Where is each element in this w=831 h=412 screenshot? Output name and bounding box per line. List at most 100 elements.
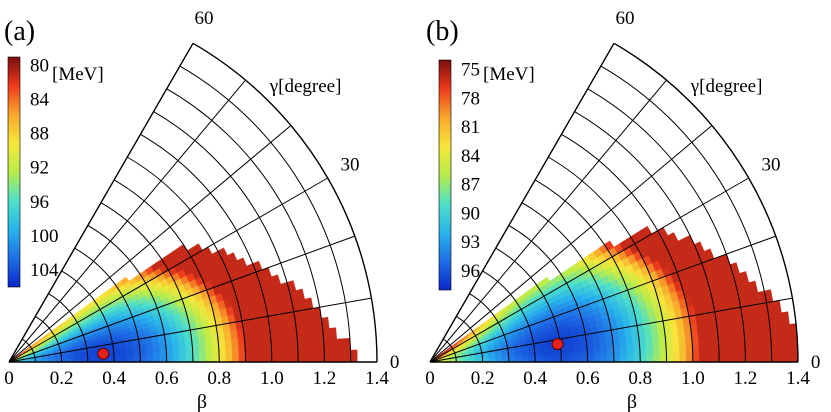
heatmap-cell: [574, 351, 582, 358]
heatmap-cell: [606, 348, 615, 357]
heatmap-cell: [225, 346, 233, 355]
heatmap-cell: [205, 354, 213, 363]
colorbar-tick-label: 92: [30, 158, 49, 179]
gamma-spoke: [429, 42, 615, 363]
heatmap-cell: [704, 332, 713, 343]
heatmap-cell: [731, 351, 740, 363]
heatmap-cell: [620, 354, 628, 363]
heatmap-cell: [218, 346, 226, 355]
gamma-spoke: [8, 79, 246, 363]
beta-tick-label: 0.4: [102, 368, 126, 389]
heatmap-cell: [237, 337, 246, 347]
heatmap-cell: [667, 232, 679, 245]
heatmap-cell: [678, 343, 687, 354]
heatmap-cell: [574, 356, 582, 363]
heatmap-cell: [204, 340, 213, 349]
heatmap-cell: [303, 340, 312, 352]
heatmap-cell: [567, 346, 575, 353]
heatmap-cell: [739, 271, 750, 285]
heatmap-cell: [738, 350, 746, 363]
heatmap-cell: [185, 342, 193, 350]
heatmap-cell: [625, 333, 633, 342]
heatmap-cell: [278, 352, 286, 363]
heatmap-cell: [330, 338, 338, 351]
gamma-spoke: [429, 79, 667, 363]
heatmap-cell: [699, 352, 707, 363]
heatmap-cell: [231, 345, 240, 355]
heatmap-cell: [644, 330, 653, 340]
heatmap-cell: [264, 343, 272, 354]
heatmap-cell: [757, 338, 766, 351]
heatmap-cell: [587, 356, 595, 363]
heatmap-cell: [567, 356, 575, 363]
heatmap-cell: [146, 346, 154, 353]
heatmap-cell: [659, 353, 667, 363]
colorbar-tick-label: 93: [461, 232, 480, 253]
heatmap-cell: [586, 344, 595, 352]
heatmap-cell: [677, 326, 686, 337]
heatmap-cell: [607, 355, 615, 363]
heatmap-cell: [653, 353, 661, 363]
heatmap-cell: [192, 348, 200, 356]
colorbar-tick-label: 87: [461, 175, 480, 196]
heatmap-cell: [692, 352, 700, 363]
heatmap-cell: [271, 342, 279, 354]
heatmap-cell: [204, 333, 212, 342]
heatmap-cell: [560, 352, 569, 358]
heatmap-cell: [271, 274, 281, 287]
heatmap-cell: [224, 338, 233, 348]
heatmap-cell: [198, 341, 206, 349]
beta-tick-label: 0: [425, 368, 435, 389]
heatmap-cell: [172, 349, 180, 357]
heatmap-cell: [198, 348, 207, 356]
heatmap-cell: [737, 339, 746, 352]
heatmap-cell: [310, 351, 319, 363]
heatmap-cell: [725, 351, 733, 363]
heatmap-cell: [606, 342, 614, 350]
energy-heatmap: [429, 225, 799, 363]
heatmap-cell: [290, 341, 299, 353]
heatmap-cell: [295, 288, 305, 301]
gamma-axis-label: γ[degree]: [690, 76, 763, 97]
heatmap-cell: [783, 336, 792, 350]
heatmap-cell: [277, 342, 286, 353]
heatmap-cell: [685, 352, 694, 363]
heatmap-cell: [748, 280, 759, 294]
heatmap-cell: [113, 353, 121, 359]
heatmap-cell: [316, 339, 325, 352]
colorbar-unit-label: [MeV]: [483, 64, 535, 85]
heatmap-cell: [186, 355, 194, 363]
heatmap-cell: [645, 338, 654, 348]
heatmap-cell: [171, 337, 180, 346]
heatmap-cell: [257, 343, 266, 354]
heatmap-cell: [177, 337, 186, 345]
heatmap-cell: [166, 356, 174, 363]
heatmap-cell: [784, 349, 792, 363]
colorbar: 80 84 88 92 96 100 104: [7, 56, 59, 288]
heatmap-cell: [212, 354, 220, 363]
gamma-spoke: [429, 177, 749, 363]
heatmap-cell: [323, 339, 332, 352]
heatmap-cell: [625, 340, 634, 349]
heatmap-cell: [218, 354, 227, 363]
heatmap-cell: [251, 344, 259, 354]
heatmap-cell: [329, 327, 337, 340]
heatmap-cell: [618, 334, 627, 343]
beta-tick-label: 0.8: [628, 368, 652, 389]
beta-tick-label: 0: [4, 368, 14, 389]
heatmap-cell: [770, 337, 779, 351]
gamma-spoke: [429, 125, 713, 363]
heatmap-cell: [297, 341, 305, 353]
gamma-spoke: [8, 177, 328, 363]
heatmap-cell: [291, 351, 299, 363]
heatmap-cell: [244, 344, 253, 354]
heatmap-cell: [120, 276, 130, 286]
beta-tick-label: 0.4: [523, 368, 547, 389]
colorbar-tick-label: 80: [30, 56, 49, 77]
heatmap-cell: [153, 351, 161, 358]
heatmap-cell: [223, 330, 232, 340]
heatmap-cell: [205, 347, 213, 356]
heatmap-cell: [199, 354, 207, 363]
heatmap-cell: [705, 351, 713, 363]
heatmap-cell: [705, 342, 713, 353]
